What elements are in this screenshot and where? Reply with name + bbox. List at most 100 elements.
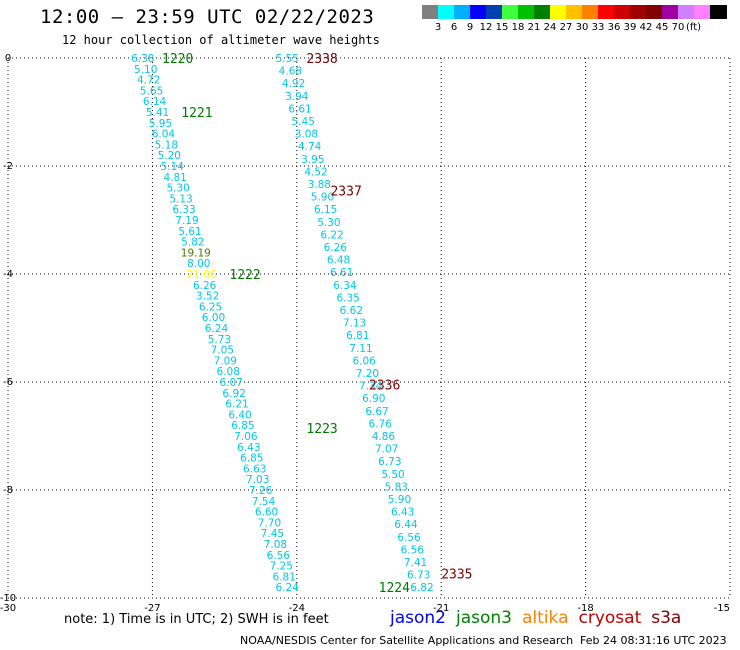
lon-tick-label: -21 [433,603,449,614]
wave-height-value: 6.56 [267,550,291,562]
wave-height-value: 6.44 [394,519,418,531]
wave-height-value: 7.09 [214,355,237,367]
wave-height-value: 6.60 [255,507,278,519]
wave-height-value: 21.06 [187,269,217,281]
wave-height-value: 5.10 [134,64,157,76]
satellite-name: jason2 [390,608,446,628]
wave-height-value: 6.15 [314,204,337,216]
wave-height-value: 6.61 [288,103,311,115]
legend-label: 42 [639,22,653,33]
legend-swatch [598,5,615,19]
legend-swatch [678,5,695,19]
legend-swatch [566,5,583,19]
lat-tick-label: -6 [3,377,13,388]
wave-height-value: 6.85 [240,453,263,465]
satellite-name: cryosat [578,608,642,628]
legend-label: 21 [527,22,541,33]
wave-height-value: 19.19 [181,247,211,259]
map-grid [7,57,731,599]
pass-time-labels: 1220 1221 1222 1223 1224 2338 2337 2336 2335 [162,52,472,596]
legend-swatch [662,5,679,19]
wave-height-value: 7.34 [359,381,383,393]
legend-swatch [582,5,599,19]
legend-swatch [422,5,439,19]
wave-height-value: 5.41 [146,107,169,119]
legend-swatch [630,5,647,19]
legend-swatch [518,5,535,19]
pass-time-label: 1220 [162,52,193,67]
legend-swatch [470,5,487,19]
lon-tick-label: -15 [714,603,730,614]
legend-swatch [534,5,551,19]
wave-height-value: 5.65 [140,85,163,97]
pass-time-label: 2338 [306,52,337,67]
wave-height-value: 6.40 [228,409,251,421]
pass-time-label: 2336 [369,379,400,394]
wave-height-value: 5.61 [178,226,201,238]
wave-height-value: 5.45 [292,116,315,128]
wave-height-value: 7.20 [356,368,379,380]
wave-height-value: 6.24 [205,323,229,335]
legend-label: 70 [671,22,685,33]
wave-height-value: 7.19 [175,215,198,227]
legend-label: 18 [511,22,525,33]
wave-height-value: 5.18 [155,139,178,151]
legend-swatch [438,5,455,19]
pass-time-label: 1222 [229,268,260,283]
wave-height-value: 6.43 [391,507,414,519]
wave-height-value: 6.33 [172,204,195,216]
wave-height-value: 6.56 [401,544,425,556]
wave-height-value: 6.38 [131,53,154,65]
legend-swatch [614,5,631,19]
wave-height-value: 5.50 [381,469,404,481]
wave-height-value: 6.34 [333,280,357,292]
pass-time-label: 1221 [181,106,212,121]
wave-height-value: 6.43 [237,442,260,454]
wave-height-value: 6.73 [378,456,401,468]
legend-label: 9 [466,22,474,33]
wave-height-value: 6.81 [273,571,296,583]
wave-height-value: 7.45 [261,528,284,540]
wave-height-value: 5.13 [169,193,192,205]
satellite-name: jason3 [456,608,512,628]
pass-time-label: 1223 [306,422,337,437]
lat-tick-label: -4 [3,269,13,280]
wave-height-value: 4.72 [137,75,160,87]
legend-swatch [502,5,519,19]
wave-height-value: 5.30 [317,217,340,229]
lat-tick-label: -8 [3,485,13,496]
wave-height-value: 5.82 [181,237,204,249]
wave-height-value: 4.52 [304,166,327,178]
wave-height-value: 4.86 [372,431,396,443]
legend-label: 36 [607,22,621,33]
wave-height-value: 3.88 [308,179,331,191]
legend-label: 30 [575,22,589,33]
wave-height-value: 3.08 [295,129,318,141]
footer-note: note: 1) Time is in UTC; 2) SWH is in fe… [64,612,329,627]
wave-height-value: 4.81 [163,172,186,184]
legend-swatch [454,5,471,19]
wave-height-value: 5.73 [208,334,231,346]
wave-height-value: 6.26 [324,242,348,254]
legend-label: 15 [495,22,509,33]
wave-height-value: 6.81 [346,330,369,342]
wave-height-value: 4.74 [298,141,322,153]
wave-height-value: 7.41 [404,557,427,569]
wave-height-value: 6.85 [231,420,254,432]
wave-height-value: 7.05 [211,345,234,357]
wave-height-value: 6.07 [219,377,242,389]
legend-label: 24 [543,22,557,33]
wave-height-value: 6.25 [199,301,222,313]
lon-tick-label: -27 [144,603,160,614]
wave-height-value: 6.63 [243,463,266,475]
altimeter-tracks: 6.385.104.725.656.145.415.956.045.185.20… [131,53,434,594]
legend-label: 45 [655,22,669,33]
wave-height-value: 6.90 [362,393,385,405]
wave-height-value: 6.26 [193,280,217,292]
lat-tick-label: -2 [3,161,13,172]
legend-label: 6 [450,22,458,33]
wave-height-value: 3.94 [285,91,309,103]
wave-height-value: 6.22 [320,229,343,241]
legend-swatch [646,5,663,19]
lat-tick-label: -10 [0,593,16,604]
